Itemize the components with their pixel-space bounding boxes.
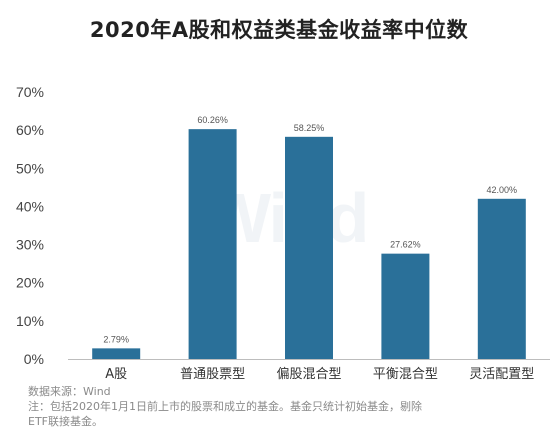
y-tick-label: 0% bbox=[24, 351, 44, 367]
x-tick-label: 普通股票型 bbox=[180, 367, 245, 382]
bar-value-label: 58.25% bbox=[294, 123, 325, 133]
y-tick-label: 30% bbox=[16, 237, 44, 253]
bars: 2.79% 60.26% 58.25% 27.62% 42.00% bbox=[92, 115, 526, 359]
bar-value-label: 60.26% bbox=[197, 115, 228, 125]
bar-value-label: 2.79% bbox=[103, 334, 129, 344]
bar bbox=[381, 253, 430, 359]
y-tick-label: 70% bbox=[16, 84, 44, 100]
y-tick-label: 40% bbox=[16, 198, 44, 214]
x-tick-label: 平衡混合型 bbox=[373, 367, 438, 382]
footnote-line-2: ETF联接基金。 bbox=[28, 415, 103, 428]
source-note: 数据来源：Wind bbox=[28, 385, 111, 398]
y-tick-label: 10% bbox=[16, 313, 44, 329]
footnote-line-1: 注：包括2020年1月1日前上市的股票和成立的基金。基金只统计初始基金，剔除 bbox=[28, 400, 422, 413]
bar-value-label: 42.00% bbox=[487, 185, 518, 195]
y-tick-label: 60% bbox=[16, 122, 44, 138]
x-tick-label: 灵活配置型 bbox=[469, 367, 534, 382]
x-axis: A股 普通股票型 偏股混合型 平衡混合型 灵活配置型 bbox=[68, 359, 550, 382]
y-tick-label: 20% bbox=[16, 275, 44, 291]
bar bbox=[92, 348, 141, 359]
bar bbox=[188, 129, 237, 359]
x-tick-label: 偏股混合型 bbox=[276, 367, 341, 382]
bar-value-label: 27.62% bbox=[390, 240, 421, 250]
x-tick-label: A股 bbox=[105, 367, 127, 382]
y-tick-label: 50% bbox=[16, 160, 44, 176]
chart-title: 2020年A股和权益类基金收益率中位数 bbox=[89, 18, 469, 42]
y-axis: 0% 10% 20% 30% 40% 50% 60% 70% bbox=[16, 84, 44, 367]
bar bbox=[285, 136, 333, 359]
bar bbox=[477, 198, 526, 359]
